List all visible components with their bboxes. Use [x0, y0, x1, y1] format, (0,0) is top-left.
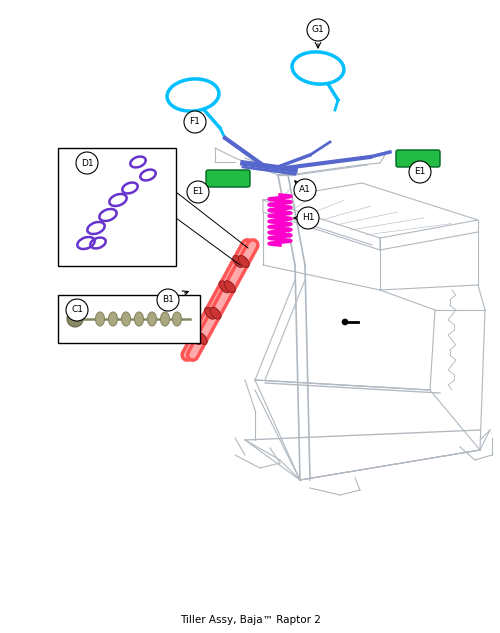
Circle shape: [307, 19, 329, 41]
FancyBboxPatch shape: [396, 150, 440, 167]
Text: B1: B1: [162, 296, 174, 304]
Text: E1: E1: [192, 187, 203, 196]
Text: F1: F1: [190, 118, 200, 127]
Ellipse shape: [219, 281, 230, 292]
Ellipse shape: [191, 332, 202, 344]
Circle shape: [294, 179, 316, 201]
Ellipse shape: [134, 312, 143, 326]
Circle shape: [157, 289, 179, 311]
Text: A1: A1: [299, 185, 311, 194]
Ellipse shape: [148, 312, 156, 326]
Text: C1: C1: [71, 306, 83, 315]
Ellipse shape: [96, 312, 104, 326]
Circle shape: [66, 299, 88, 321]
Bar: [58, 295, 200, 343]
Text: D1: D1: [80, 158, 94, 168]
Ellipse shape: [172, 312, 182, 326]
Ellipse shape: [108, 312, 118, 326]
Ellipse shape: [224, 281, 235, 292]
Ellipse shape: [122, 312, 130, 326]
Text: G1: G1: [312, 25, 324, 35]
Circle shape: [76, 152, 98, 174]
Text: H1: H1: [302, 213, 314, 223]
Ellipse shape: [233, 256, 243, 268]
Text: Tiller Assy, Baja™ Raptor 2: Tiller Assy, Baja™ Raptor 2: [180, 615, 320, 625]
Bar: [58, 148, 176, 266]
Ellipse shape: [204, 307, 216, 319]
Ellipse shape: [196, 332, 207, 344]
FancyBboxPatch shape: [206, 170, 250, 187]
Text: E1: E1: [414, 168, 426, 177]
Circle shape: [187, 181, 209, 203]
Circle shape: [342, 319, 348, 325]
Circle shape: [409, 161, 431, 183]
Ellipse shape: [238, 256, 249, 268]
Circle shape: [297, 207, 319, 229]
Circle shape: [184, 111, 206, 133]
Ellipse shape: [210, 307, 221, 319]
Ellipse shape: [160, 312, 170, 326]
Circle shape: [67, 311, 83, 327]
